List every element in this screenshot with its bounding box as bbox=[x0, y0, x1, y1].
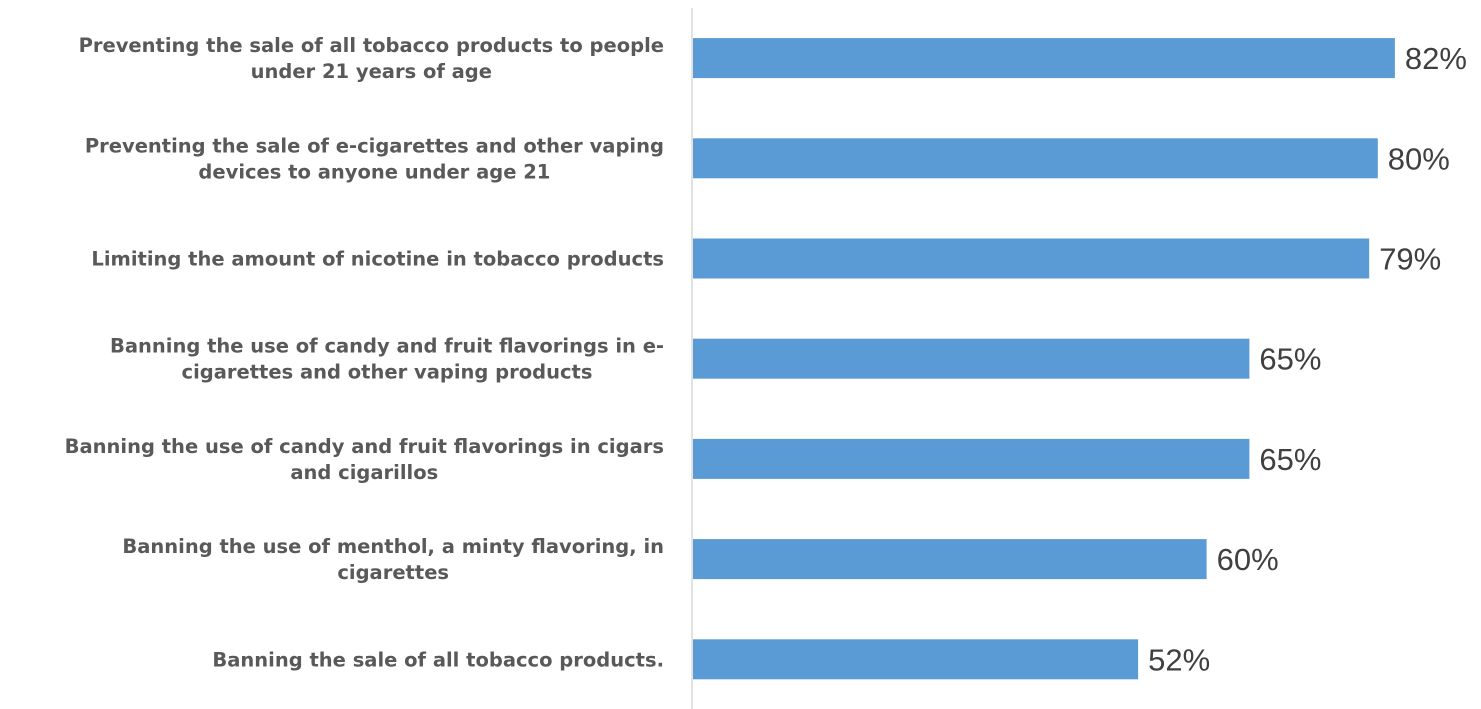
bar-2 bbox=[693, 138, 1378, 179]
bars bbox=[693, 38, 1395, 680]
category-label-line: devices to anyone under age 21 bbox=[198, 160, 550, 183]
bar-7 bbox=[693, 639, 1139, 680]
category-label-7: Banning the sale of all tobacco products… bbox=[212, 648, 664, 671]
category-label-line: cigarettes and other vaping products bbox=[182, 361, 593, 384]
category-label-4: Banning the use of candy and fruit flavo… bbox=[110, 335, 664, 384]
data-label-3: 79% bbox=[1379, 242, 1441, 277]
category-label-line: Banning the use of candy and fruit flavo… bbox=[110, 335, 664, 358]
data-label-7: 52% bbox=[1148, 642, 1210, 677]
bar-4 bbox=[693, 338, 1250, 379]
category-label-3: Limiting the amount of nicotine in tobac… bbox=[91, 248, 664, 271]
category-label-5: Banning the use of candy and fruit flavo… bbox=[65, 435, 664, 484]
category-label-line: and cigarillos bbox=[290, 461, 438, 484]
bar-1 bbox=[693, 38, 1395, 79]
category-label-line: Limiting the amount of nicotine in tobac… bbox=[91, 248, 664, 271]
data-label-6: 60% bbox=[1217, 542, 1279, 577]
category-label-2: Preventing the sale of e-cigarettes and … bbox=[85, 134, 664, 183]
data-label-1: 82% bbox=[1405, 41, 1467, 76]
bar-5 bbox=[693, 438, 1250, 479]
data-label-2: 80% bbox=[1388, 141, 1450, 176]
data-label-4: 65% bbox=[1259, 342, 1321, 377]
category-label-line: under 21 years of age bbox=[251, 60, 492, 83]
category-label-line: Preventing the sale of all tobacco produ… bbox=[79, 34, 664, 57]
category-label-line: Preventing the sale of e-cigarettes and … bbox=[85, 134, 664, 157]
bar-6 bbox=[693, 539, 1207, 580]
category-label-line: Banning the use of candy and fruit flavo… bbox=[65, 435, 664, 458]
category-label-line: Banning the use of menthol, a minty flav… bbox=[122, 535, 664, 558]
category-label-line: cigarettes bbox=[337, 561, 449, 584]
data-labels: 82% 80% 79% 65% 65% 60% 52% bbox=[1148, 41, 1467, 677]
category-label-line: Banning the sale of all tobacco products… bbox=[212, 648, 664, 671]
category-labels: Preventing the sale of all tobacco produ… bbox=[65, 34, 664, 671]
bar-3 bbox=[693, 238, 1370, 279]
category-label-1: Preventing the sale of all tobacco produ… bbox=[79, 34, 664, 83]
category-label-6: Banning the use of menthol, a minty flav… bbox=[122, 535, 664, 584]
data-label-5: 65% bbox=[1259, 442, 1321, 477]
